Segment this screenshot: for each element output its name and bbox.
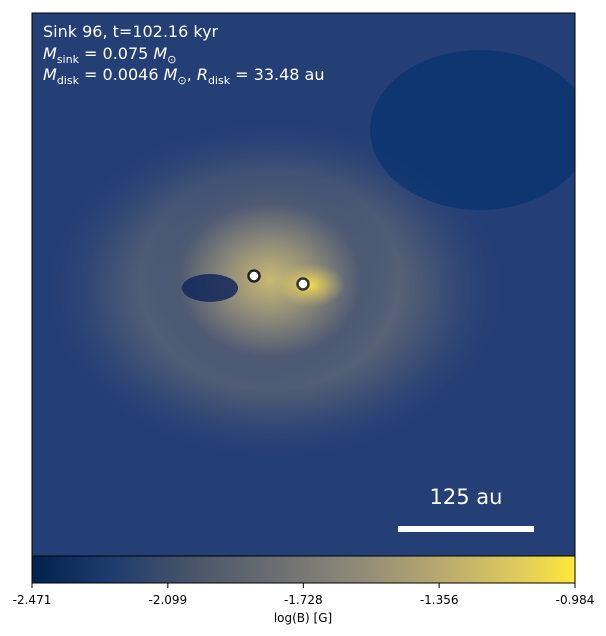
text: ⊙ [177, 74, 186, 87]
disk-props: Mdisk = 0.0046 M⊙, Rdisk = 33.48 au [43, 65, 325, 87]
text: = 0.0046 [79, 65, 164, 84]
tick-label: -1.356 [420, 593, 459, 607]
text: ⊙ [167, 53, 176, 66]
scale-bar-label: 125 au [430, 485, 503, 509]
field-map: Sink 96, t=102.16 kyr Msink = 0.075 M⊙ M… [32, 13, 575, 556]
scale-bar [398, 526, 534, 532]
colorbar [31, 555, 576, 584]
text: M [164, 65, 178, 84]
title-line: Sink 96, t=102.16 kyr [43, 22, 219, 41]
text: sink [57, 53, 80, 66]
colorbar-label: log(B) [G] [274, 611, 332, 625]
tick-label: -2.099 [148, 593, 187, 607]
text: M [43, 65, 57, 84]
sink-particle [296, 277, 310, 291]
text: M [153, 44, 167, 63]
text: disk [57, 74, 80, 87]
tick-label: -0.984 [556, 593, 595, 607]
text: M [43, 44, 57, 63]
sink-mass: Msink = 0.075 M⊙ [43, 44, 176, 66]
tick-label: -1.728 [284, 593, 323, 607]
text: = 33.48 au [230, 65, 324, 84]
text: , [187, 65, 197, 84]
text: R [197, 65, 208, 84]
sink-particle [247, 269, 261, 283]
text: disk [208, 74, 231, 87]
text: = 0.075 [79, 44, 153, 63]
tick-label: -2.471 [13, 593, 52, 607]
